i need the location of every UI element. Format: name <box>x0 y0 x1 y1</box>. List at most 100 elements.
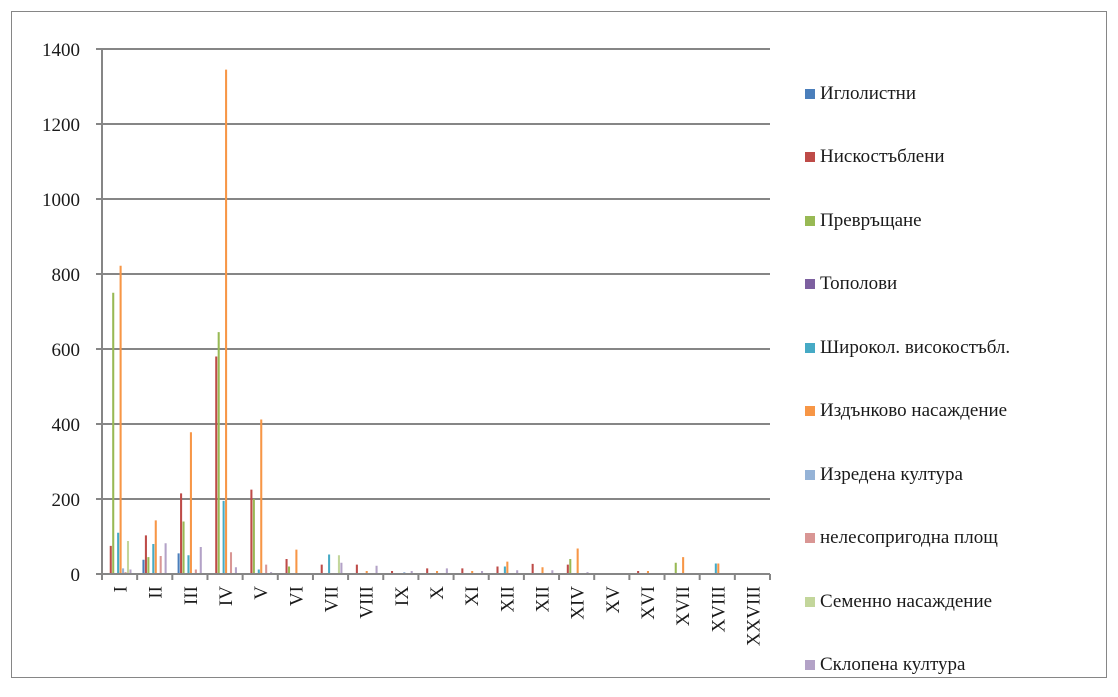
legend-swatch <box>805 216 815 226</box>
bar <box>321 565 323 574</box>
x-tick-label: XI <box>462 586 483 606</box>
x-tick-label: V <box>251 586 272 600</box>
x-tick-label: X <box>427 586 448 600</box>
legend-swatch <box>805 406 815 416</box>
gridlines <box>96 49 770 499</box>
x-tick-label: III <box>181 586 202 605</box>
legend-label: Издънково насаждение <box>820 400 1007 422</box>
y-tick-label: 200 <box>52 490 81 511</box>
legend-item: Изредена култура <box>805 443 1105 507</box>
bar <box>250 490 252 574</box>
legend-swatch <box>805 89 815 99</box>
bar <box>577 549 579 575</box>
bar <box>717 564 719 575</box>
axes <box>96 49 770 580</box>
bar <box>541 567 543 574</box>
bar <box>215 357 217 575</box>
bar <box>200 547 202 574</box>
bar <box>127 541 129 574</box>
legend-item: Склопена култура <box>805 634 1105 697</box>
x-tick-label: XII <box>532 586 553 612</box>
x-tick-label: XVI <box>638 586 659 620</box>
bar <box>682 557 684 574</box>
legend-swatch <box>805 470 815 480</box>
x-tick-label: XV <box>603 586 624 614</box>
y-tick-label: 1200 <box>42 115 80 136</box>
bar <box>142 560 144 574</box>
bar <box>567 565 569 574</box>
bar <box>356 565 358 574</box>
x-tick-label: IX <box>392 586 413 606</box>
x-tick-label: I <box>111 586 132 592</box>
legend-label: Превръщане <box>820 210 922 232</box>
bar <box>675 563 677 574</box>
bar <box>328 555 330 575</box>
y-axis-tick-labels: 0 200 400 600 800 1000 1200 1400 <box>42 40 80 586</box>
legend-item: Семенно насаждение <box>805 570 1105 634</box>
x-tick-label: XIV <box>568 586 589 620</box>
y-tick-label: 400 <box>52 415 81 436</box>
bar <box>504 567 506 575</box>
legend-item: нелесопригодна площ <box>805 507 1105 571</box>
legend-label: Склопена култура <box>820 654 965 676</box>
bar <box>295 550 297 574</box>
bar <box>120 266 122 574</box>
legend-item: Иглолистни <box>805 62 1105 126</box>
x-tick-label: II <box>146 586 167 599</box>
bar <box>117 533 119 574</box>
bar <box>235 567 237 574</box>
legend-label: Широкол. високостъбл. <box>820 337 1010 359</box>
legend-swatch <box>805 152 815 162</box>
bar <box>145 535 147 574</box>
bar <box>112 293 114 574</box>
legend-swatch <box>805 343 815 353</box>
legend-item: Тополови <box>805 253 1105 317</box>
x-tick-label: XII <box>497 586 518 612</box>
bar <box>506 562 508 574</box>
bar <box>715 564 717 575</box>
bar <box>223 501 225 574</box>
bar <box>230 552 232 574</box>
bar <box>253 499 255 574</box>
y-tick-label: 1000 <box>42 190 80 211</box>
bar <box>160 556 162 574</box>
y-tick-label: 800 <box>52 265 81 286</box>
legend-item: Превръщане <box>805 189 1105 253</box>
x-tick-label: IV <box>216 586 237 606</box>
bar <box>532 564 534 574</box>
bar <box>338 555 340 574</box>
bar <box>225 70 227 574</box>
x-tick-label: VIII <box>357 586 378 619</box>
x-tick-label: XXVIII <box>743 586 764 646</box>
bar <box>187 555 189 574</box>
legend-item: Широкол. високостъбл. <box>805 316 1105 380</box>
bar <box>340 563 342 574</box>
legend-swatch <box>805 597 815 607</box>
legend: Иглолистни Нискостъблени Превръщане Тополов… <box>805 62 1105 697</box>
x-tick-label: XVIII <box>708 586 729 632</box>
legend-swatch <box>805 533 815 543</box>
bar <box>286 559 288 574</box>
y-tick-label: 0 <box>71 565 81 586</box>
bar <box>190 432 192 574</box>
legend-label: Изредена култура <box>820 464 963 486</box>
bar <box>376 566 378 574</box>
y-tick-label: 1400 <box>42 40 80 61</box>
bar <box>265 565 267 574</box>
legend-swatch <box>805 279 815 289</box>
y-tick-label: 600 <box>52 340 81 361</box>
bar <box>152 544 154 574</box>
legend-label: Тополови <box>820 273 897 295</box>
x-tick-label: XVII <box>673 586 694 626</box>
bar <box>178 553 180 574</box>
legend-item: Издънково насаждение <box>805 380 1105 444</box>
legend-swatch <box>805 660 815 670</box>
x-tick-label: VI <box>286 586 307 606</box>
bar <box>260 420 262 575</box>
legend-item: Нискостъблени <box>805 126 1105 190</box>
legend-label: Нискостъблени <box>820 146 945 168</box>
bar <box>288 567 290 575</box>
legend-label: нелесопригодна площ <box>820 527 998 549</box>
bar <box>165 543 167 574</box>
